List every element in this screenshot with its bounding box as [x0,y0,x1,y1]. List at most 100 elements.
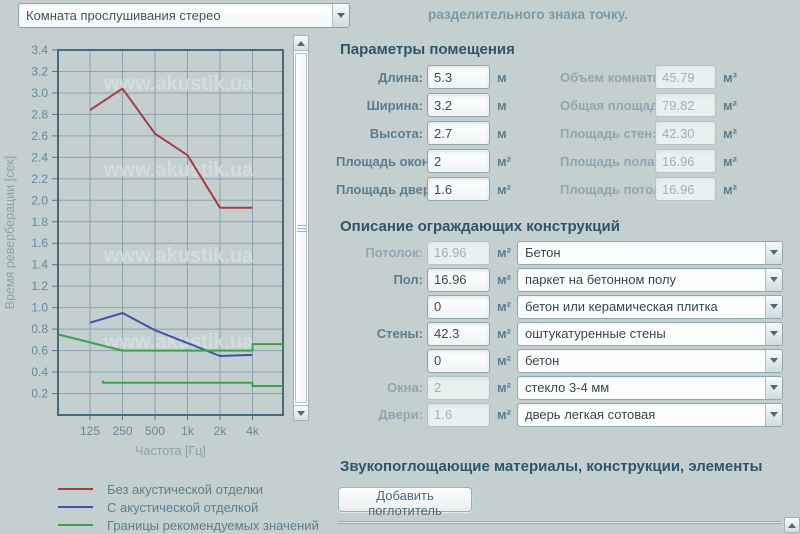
chevron-down-icon [770,385,778,390]
chevron-down-icon [297,410,305,416]
svg-text:Частота [Гц]: Частота [Гц] [135,444,206,458]
length-label: Длина: [378,69,423,85]
legend-label: Без акустической отделки [107,481,264,497]
ceiling-area-input [655,177,716,201]
chart-scrollbar-thumb[interactable] [295,53,307,403]
section-title-absorbers: Звукопоглощающие материалы, конструкции,… [340,458,763,475]
doors-material-value: дверь легкая сотовая [525,407,656,422]
walls-unit: м² [497,326,511,341]
ceiling-unit: м² [497,245,511,260]
svg-text:0.6: 0.6 [31,344,48,358]
legend-label: С акустической отделкой [107,499,259,515]
legend-item: Без акустической отделки [58,480,319,498]
walls-material-select[interactable]: оштукатуренные стены [517,321,783,346]
length-input[interactable] [427,65,490,89]
windows-unit: м² [497,380,511,395]
svg-text:1.6: 1.6 [31,236,48,250]
svg-text:1.8: 1.8 [31,215,48,229]
reverberation-time-chart: 3.4 3.2 3.0 2.8 2.6 2.4 2.2 2.0 1.8 1.6 1.4 1.2 1.0 0… [3,43,284,458]
svg-text:1.4: 1.4 [31,258,48,272]
svg-text:0.2: 0.2 [31,387,48,401]
room-type-select-arrow-button[interactable] [332,4,349,27]
floor-material-select[interactable]: паркет на бетонном полу [517,267,783,292]
windows-material-select-arrow-button[interactable] [765,376,782,399]
grip-icon [296,224,306,232]
ceiling-material-select-arrow-button[interactable] [765,241,782,264]
floor-label: Пол: [393,272,423,287]
windows-area-input[interactable] [427,149,490,173]
floor-unit: м² [497,272,511,287]
windows-material-select[interactable]: стекло 3-4 мм [517,375,783,400]
floor-area-input [655,149,716,173]
param-row-ceiling-area: Площадь потолка: м² [560,175,800,203]
width-input[interactable] [427,93,490,117]
svg-text:3.4: 3.4 [31,43,48,57]
chart-legend: Без акустической отделки С акустической о… [58,480,319,534]
chart-scroll-down-button[interactable] [294,405,308,420]
walls-area-input[interactable] [427,321,490,346]
param-row-doors-area: Площадь дверей: м² [336,175,586,203]
svg-text:3.0: 3.0 [31,86,48,100]
ceiling-material-select[interactable]: Бетон [517,240,783,265]
width-label: Ширина: [366,97,423,113]
walls-2-unit: м² [497,353,511,368]
chevron-up-icon [788,522,796,528]
walls-area-unit: м² [723,125,737,141]
chart-scroll-up-button[interactable] [294,36,308,51]
svg-text:2.4: 2.4 [31,150,48,164]
chart-scrollbar-track[interactable] [294,51,308,405]
floor-area-unit: м² [723,153,737,169]
decimal-separator-hint: разделительного знака точку. [428,7,628,22]
total-area-label: Общая площадь: [560,97,671,113]
length-unit: м [497,69,507,85]
walls-2-material-value: бетон [525,353,560,368]
param-row-windows-area: Площадь окон: м² [336,147,586,175]
floor-2-material-select-arrow-button[interactable] [765,295,782,318]
floor-material-select-arrow-button[interactable] [765,268,782,291]
height-input[interactable] [427,121,490,145]
windows-area-unit: м² [497,153,511,169]
windows-label: Окна: [386,380,423,395]
walls-2-area-input[interactable] [427,348,490,373]
floor-2-area-input[interactable] [427,294,490,319]
floor-area-label: Площадь пола: [560,153,659,169]
constructions-rows: Потолок: м² Бетон Пол: м² паркет на бетонном … [336,239,784,428]
chart-scrollbar[interactable] [293,35,309,421]
chevron-down-icon [770,412,778,417]
ceiling-area-input [427,240,490,265]
ceiling-material-value: Бетон [525,245,561,260]
floor-2-material-select[interactable]: бетон или керамическая плитка [517,294,783,319]
svg-text:250: 250 [112,424,132,438]
svg-text:2.6: 2.6 [31,129,48,143]
walls-2-material-select-arrow-button[interactable] [765,349,782,372]
legend-label: Границы рекомендуемых значений [107,517,319,533]
floor-area-input[interactable] [427,267,490,292]
doors-area-input[interactable] [427,177,490,201]
walls-material-select-arrow-button[interactable] [765,322,782,345]
room-type-select[interactable]: Комната прослушивания стерео [18,3,350,28]
chevron-down-icon [770,277,778,282]
walls-area-input [655,121,716,145]
legend-line-swatch [58,506,93,508]
param-row-height: Высота: м [336,119,586,147]
doors-material-select[interactable]: дверь легкая сотовая [517,402,783,427]
doors-area-input [427,402,490,427]
legend-line-swatch [58,488,93,490]
svg-text:3.2: 3.2 [31,64,48,78]
room-type-value: Комната прослушивания стерео [26,8,221,23]
absorbers-scroll-up-button[interactable] [784,517,800,533]
doors-material-select-arrow-button[interactable] [765,403,782,426]
chevron-down-icon [770,331,778,336]
construction-row-floor: Пол: м² паркет на бетонном полу [336,266,784,293]
walls-2-material-select[interactable]: бетон [517,348,783,373]
param-row-walls-area: Площадь стен: м² [560,119,800,147]
doors-area-label: Площадь дверей: [336,181,451,197]
windows-area-label: Площадь окон: [336,153,434,169]
doors-area-unit: м² [497,181,511,197]
add-absorber-button[interactable]: Добавить поглотитель [338,487,472,518]
legend-item: Границы рекомендуемых значений [58,516,319,534]
param-row-length: Длина: м [336,63,586,91]
svg-text:4k: 4k [246,424,260,438]
floor-2-unit: м² [497,299,511,314]
